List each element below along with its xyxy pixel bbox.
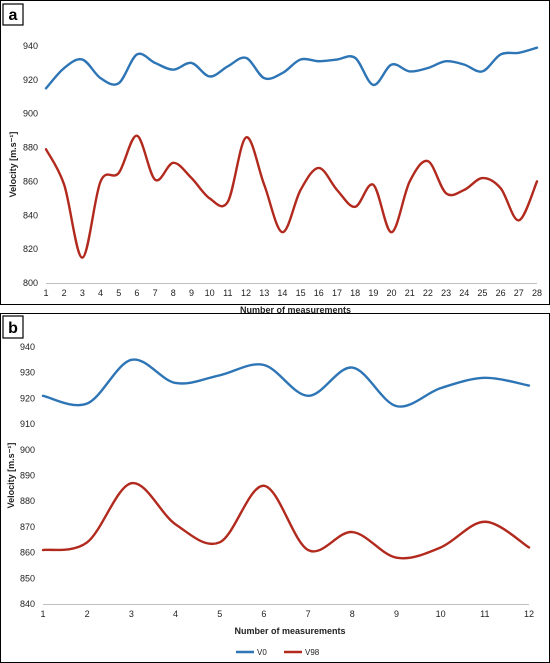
x-axis-title: Number of measurements bbox=[234, 626, 345, 636]
x-tick-label: 8 bbox=[171, 288, 176, 298]
x-tick-label: 3 bbox=[80, 288, 85, 298]
y-tick-label: 900 bbox=[23, 109, 38, 119]
x-tick-label: 28 bbox=[532, 288, 542, 298]
y-tick-label: 930 bbox=[20, 368, 35, 378]
x-tick-label: 16 bbox=[314, 288, 324, 298]
x-tick-label: 2 bbox=[85, 609, 90, 619]
x-tick-label: 12 bbox=[524, 609, 534, 619]
series-line-v0 bbox=[44, 46, 539, 90]
y-tick-label: 840 bbox=[23, 210, 38, 220]
x-tick-label: 7 bbox=[306, 609, 311, 619]
x-tick-label: 25 bbox=[477, 288, 487, 298]
x-tick-label: 7 bbox=[153, 288, 158, 298]
y-tick-label: 920 bbox=[20, 393, 35, 403]
x-tick-label: 1 bbox=[40, 609, 45, 619]
x-tick-label: 23 bbox=[441, 288, 451, 298]
x-tick-label: 12 bbox=[241, 288, 251, 298]
y-tick-label: 940 bbox=[20, 342, 35, 352]
y-axis-title: Velocity [m.s⁻¹] bbox=[6, 443, 16, 509]
y-tick-label: 820 bbox=[23, 244, 38, 254]
y-tick-label: 840 bbox=[20, 599, 35, 609]
panel-label: a bbox=[9, 7, 18, 24]
x-tick-label: 13 bbox=[259, 288, 269, 298]
y-tick-label: 850 bbox=[20, 573, 35, 583]
series-line-v0 bbox=[41, 358, 531, 408]
y-tick-label: 910 bbox=[20, 419, 35, 429]
x-tick-label: 6 bbox=[134, 288, 139, 298]
x-axis-title: Number of measurements bbox=[240, 305, 351, 315]
series-line-v98 bbox=[41, 482, 531, 560]
x-tick-label: 9 bbox=[394, 609, 399, 619]
x-tick-label: 17 bbox=[332, 288, 342, 298]
x-tick-label: 8 bbox=[350, 609, 355, 619]
x-tick-label: 9 bbox=[189, 288, 194, 298]
y-tick-label: 900 bbox=[20, 445, 35, 455]
legend-label-v98: V98 bbox=[305, 648, 320, 657]
y-axis-title: Velocity [m.s⁻¹] bbox=[8, 132, 18, 198]
x-tick-label: 15 bbox=[296, 288, 306, 298]
y-tick-label: 880 bbox=[23, 143, 38, 153]
x-tick-label: 3 bbox=[129, 609, 134, 619]
x-tick-label: 1 bbox=[43, 288, 48, 298]
x-tick-label: 26 bbox=[496, 288, 506, 298]
x-tick-label: 21 bbox=[405, 288, 415, 298]
y-tick-label: 800 bbox=[23, 278, 38, 288]
x-tick-label: 5 bbox=[217, 609, 222, 619]
series-line-v98 bbox=[44, 134, 539, 259]
x-tick-label: 4 bbox=[173, 609, 178, 619]
y-tick-label: 870 bbox=[20, 522, 35, 532]
panel-label-box bbox=[2, 3, 24, 26]
panel-border bbox=[0, 0, 550, 305]
y-tick-label: 920 bbox=[23, 75, 38, 85]
x-tick-label: 10 bbox=[436, 609, 446, 619]
x-tick-label: 6 bbox=[261, 609, 266, 619]
x-tick-label: 14 bbox=[277, 288, 287, 298]
x-tick-label: 18 bbox=[350, 288, 360, 298]
panel-border bbox=[0, 313, 550, 663]
y-tick-label: 860 bbox=[20, 548, 35, 558]
x-tick-label: 4 bbox=[98, 288, 103, 298]
x-tick-label: 27 bbox=[514, 288, 524, 298]
legend-label-v0: V0 bbox=[257, 648, 267, 657]
x-tick-label: 22 bbox=[423, 288, 433, 298]
y-tick-label: 940 bbox=[23, 41, 38, 51]
x-tick-label: 11 bbox=[480, 609, 489, 619]
x-tick-label: 11 bbox=[223, 288, 232, 298]
y-tick-label: 880 bbox=[20, 496, 35, 506]
legend: V0 V98 bbox=[236, 648, 320, 657]
panel-label: b bbox=[8, 320, 18, 337]
panel-label-box bbox=[2, 315, 24, 339]
x-tick-label: 20 bbox=[387, 288, 397, 298]
x-tick-label: 10 bbox=[205, 288, 215, 298]
x-tick-label: 19 bbox=[368, 288, 378, 298]
y-tick-label: 860 bbox=[23, 176, 38, 186]
x-tick-label: 5 bbox=[116, 288, 121, 298]
x-tick-label: 24 bbox=[459, 288, 469, 298]
x-tick-label: 2 bbox=[62, 288, 67, 298]
y-tick-label: 890 bbox=[20, 471, 35, 481]
